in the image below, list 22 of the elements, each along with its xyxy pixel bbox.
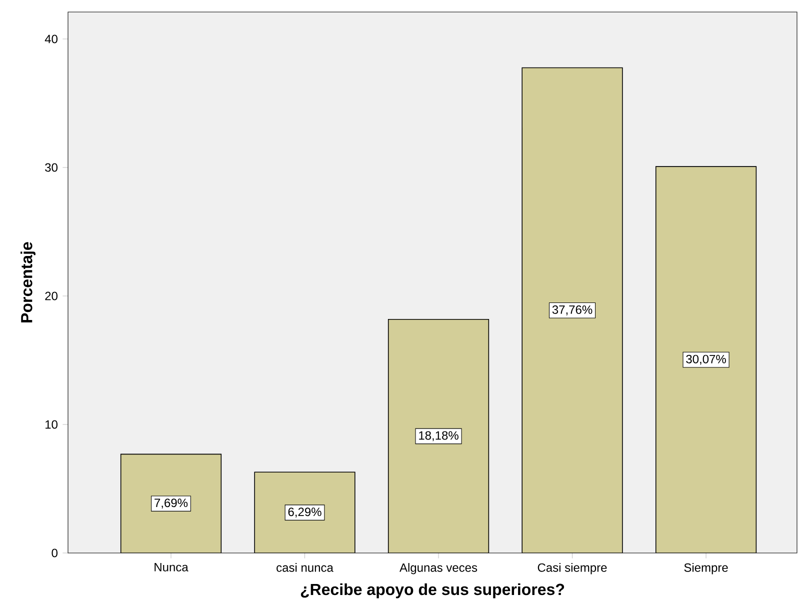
y-tick-label: 40 <box>44 34 58 44</box>
bar <box>655 166 757 553</box>
x-axis-title: ¿Recibe apoyo de sus superiores? <box>300 583 564 598</box>
bar <box>120 454 222 553</box>
x-tick-label: Siempre <box>684 563 728 574</box>
x-tick-label: Casi siempre <box>538 563 607 574</box>
bar <box>522 67 623 553</box>
y-axis-title: Porcentaje <box>20 242 36 322</box>
y-tick-label: 20 <box>45 292 58 300</box>
x-tick-label: casi nunca <box>276 563 334 572</box>
data-label: 18,18% <box>419 431 458 442</box>
bar <box>254 472 355 553</box>
data-label: 37,76% <box>552 305 592 316</box>
data-label: 7,69% <box>154 498 188 509</box>
data-label: 6,29% <box>288 508 322 518</box>
y-tick-label: 0 <box>52 548 58 558</box>
x-tick-label: Algunas veces <box>400 563 478 574</box>
bar <box>388 318 490 553</box>
x-tick-label: Nunca <box>154 563 188 572</box>
y-tick-label: 10 <box>46 420 58 429</box>
data-label: 30,07% <box>686 354 726 365</box>
y-tick-label: 30 <box>45 163 58 172</box>
